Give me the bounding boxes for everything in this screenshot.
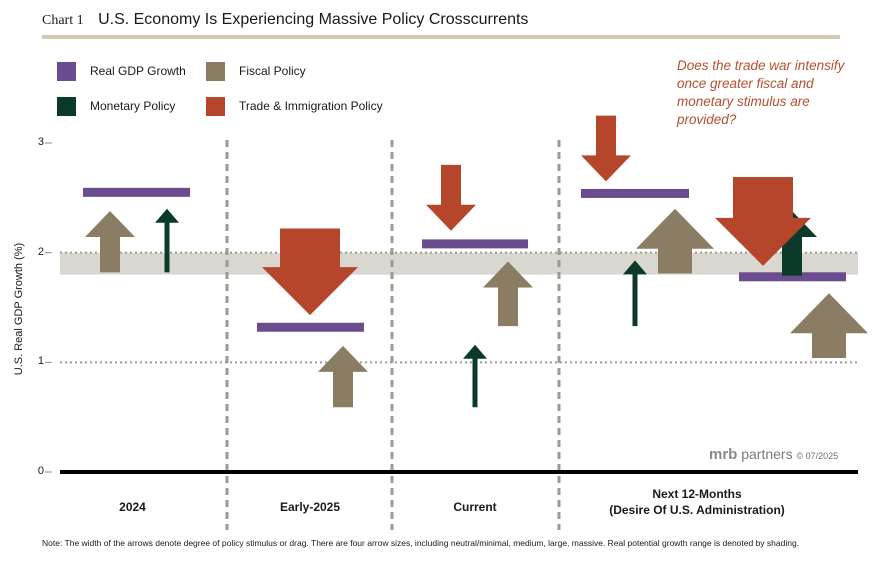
gdp-growth-bar bbox=[739, 272, 846, 282]
legend-label-fiscal: Fiscal Policy bbox=[239, 64, 306, 78]
fiscal-policy-arrow-up bbox=[636, 208, 714, 274]
legend-swatch-fiscal bbox=[206, 61, 225, 81]
brand-logo: mrb partners © 07/2025 bbox=[709, 446, 838, 463]
monetary-policy-arrow-up bbox=[623, 260, 647, 327]
trade-policy-arrow-down bbox=[426, 164, 476, 231]
legend-swatch-monetary bbox=[57, 96, 76, 116]
gdp-growth-bar bbox=[581, 188, 689, 198]
fiscal-policy-arrow-up bbox=[318, 345, 368, 408]
x-category-label: Next 12-Months (Desire Of U.S. Administra… bbox=[609, 487, 785, 517]
y-tick-label: 0 bbox=[37, 465, 44, 477]
gdp-growth-bar bbox=[257, 322, 364, 332]
trade-policy-arrow-down bbox=[581, 115, 631, 182]
potential-growth-band bbox=[60, 252, 858, 275]
fiscal-policy-arrow-up bbox=[85, 210, 135, 273]
gdp-growth-bar bbox=[422, 239, 528, 249]
brand-suffix: partners bbox=[741, 446, 793, 462]
fiscal-policy-arrow-up bbox=[483, 261, 533, 327]
trade-policy-arrow-down bbox=[715, 176, 811, 266]
chart-title-row: Chart 1 U.S. Economy Is Experiencing Mas… bbox=[42, 11, 528, 29]
legend-swatch-gdp bbox=[57, 61, 76, 81]
monetary-policy-arrow-up bbox=[155, 208, 179, 273]
trade-policy-arrow-down bbox=[262, 228, 358, 316]
annotation-question: Does the trade war intensify once greate… bbox=[677, 58, 845, 127]
footnote: Note: The width of the arrows denote deg… bbox=[42, 538, 800, 548]
legend-item-gdp: Real GDP Growth bbox=[57, 61, 186, 81]
y-tick-label: 1 bbox=[37, 355, 44, 368]
y-tick-label: 2 bbox=[37, 245, 44, 258]
x-category-label: Early-2025 bbox=[279, 500, 341, 514]
monetary-policy-arrow-up bbox=[463, 344, 487, 408]
legend-label-gdp: Real GDP Growth bbox=[90, 64, 186, 78]
legend-item-fiscal: Fiscal Policy bbox=[206, 61, 306, 81]
chart-title: U.S. Economy Is Experiencing Massive Pol… bbox=[98, 11, 529, 28]
gdp-growth-bar bbox=[83, 187, 190, 197]
title-underline bbox=[42, 35, 840, 39]
fiscal-policy-arrow-up bbox=[790, 293, 868, 358]
chart-number: Chart 1 bbox=[42, 13, 84, 28]
legend-item-monetary: Monetary Policy bbox=[57, 96, 176, 116]
x-category-label: 2024 bbox=[119, 500, 146, 514]
brand-date: © 07/2025 bbox=[796, 451, 839, 461]
legend-label-monetary: Monetary Policy bbox=[90, 99, 176, 113]
legend-swatch-trade bbox=[206, 96, 225, 116]
y-axis-label: U.S. Real GDP Growth (%) bbox=[13, 242, 25, 376]
legend-label-trade: Trade & Immigration Policy bbox=[239, 99, 383, 113]
brand-name: mrb bbox=[709, 446, 738, 463]
y-tick-label: 3 bbox=[37, 136, 44, 148]
x-category-label: Current bbox=[453, 500, 497, 514]
legend-item-trade: Trade & Immigration Policy bbox=[206, 96, 383, 116]
